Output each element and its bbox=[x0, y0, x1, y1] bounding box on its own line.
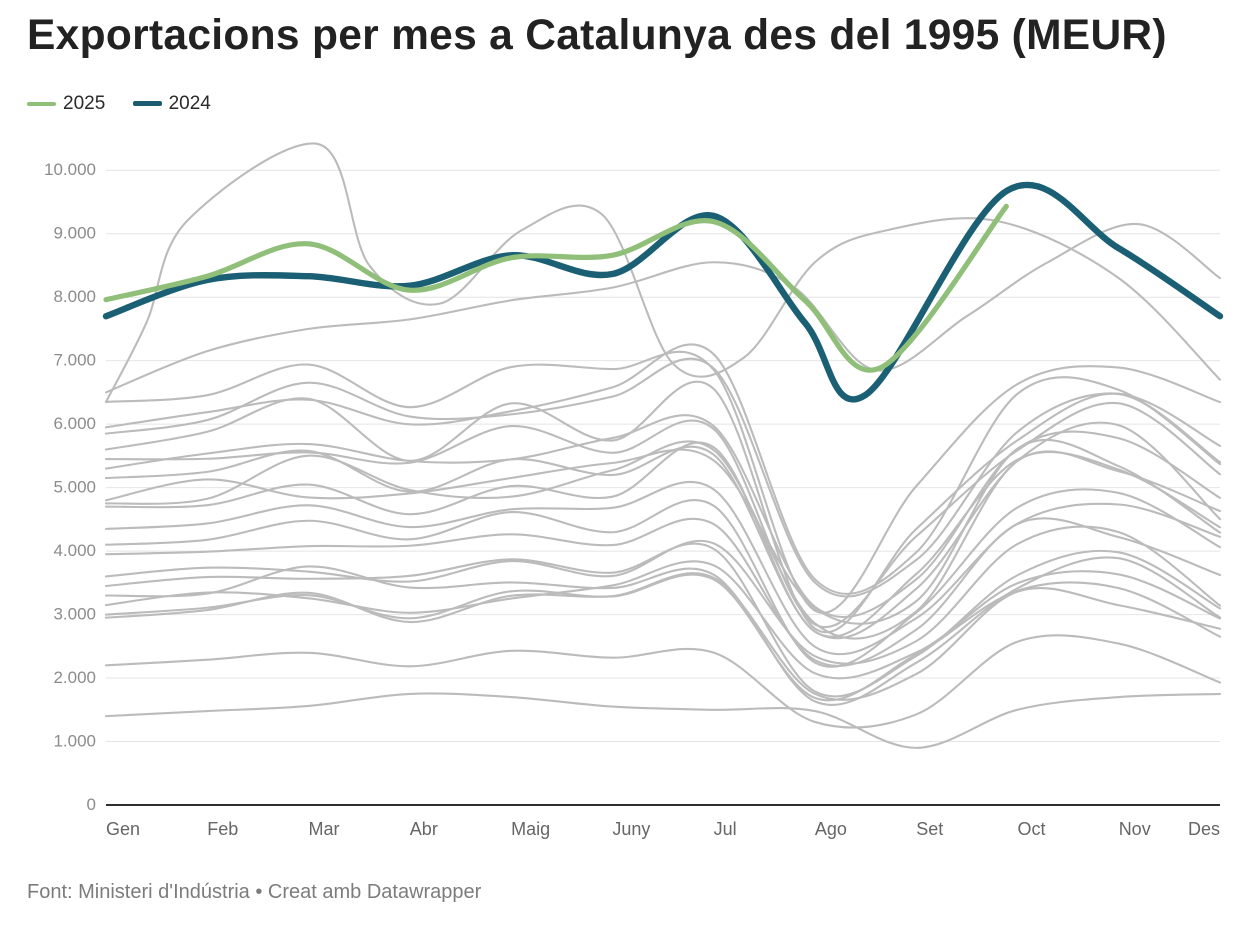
svg-text:8.000: 8.000 bbox=[53, 287, 96, 306]
svg-text:Gen: Gen bbox=[106, 819, 140, 839]
svg-text:Des: Des bbox=[1188, 819, 1220, 839]
svg-text:Juny: Juny bbox=[612, 819, 650, 839]
svg-text:4.000: 4.000 bbox=[53, 541, 96, 560]
svg-text:9.000: 9.000 bbox=[53, 224, 96, 243]
svg-text:0: 0 bbox=[87, 795, 96, 814]
svg-text:1.000: 1.000 bbox=[53, 732, 96, 751]
svg-text:7.000: 7.000 bbox=[53, 351, 96, 370]
svg-text:5.000: 5.000 bbox=[53, 478, 96, 497]
svg-text:Abr: Abr bbox=[410, 819, 438, 839]
svg-text:Mar: Mar bbox=[309, 819, 340, 839]
svg-text:Ago: Ago bbox=[815, 819, 847, 839]
svg-text:Set: Set bbox=[916, 819, 943, 839]
svg-text:Maig: Maig bbox=[511, 819, 550, 839]
svg-text:2.000: 2.000 bbox=[53, 668, 96, 687]
svg-text:6.000: 6.000 bbox=[53, 414, 96, 433]
svg-text:Oct: Oct bbox=[1018, 819, 1046, 839]
svg-text:10.000: 10.000 bbox=[44, 160, 96, 179]
svg-text:Jul: Jul bbox=[714, 819, 737, 839]
svg-text:3.000: 3.000 bbox=[53, 605, 96, 624]
svg-text:Feb: Feb bbox=[207, 819, 238, 839]
svg-text:Nov: Nov bbox=[1119, 819, 1151, 839]
